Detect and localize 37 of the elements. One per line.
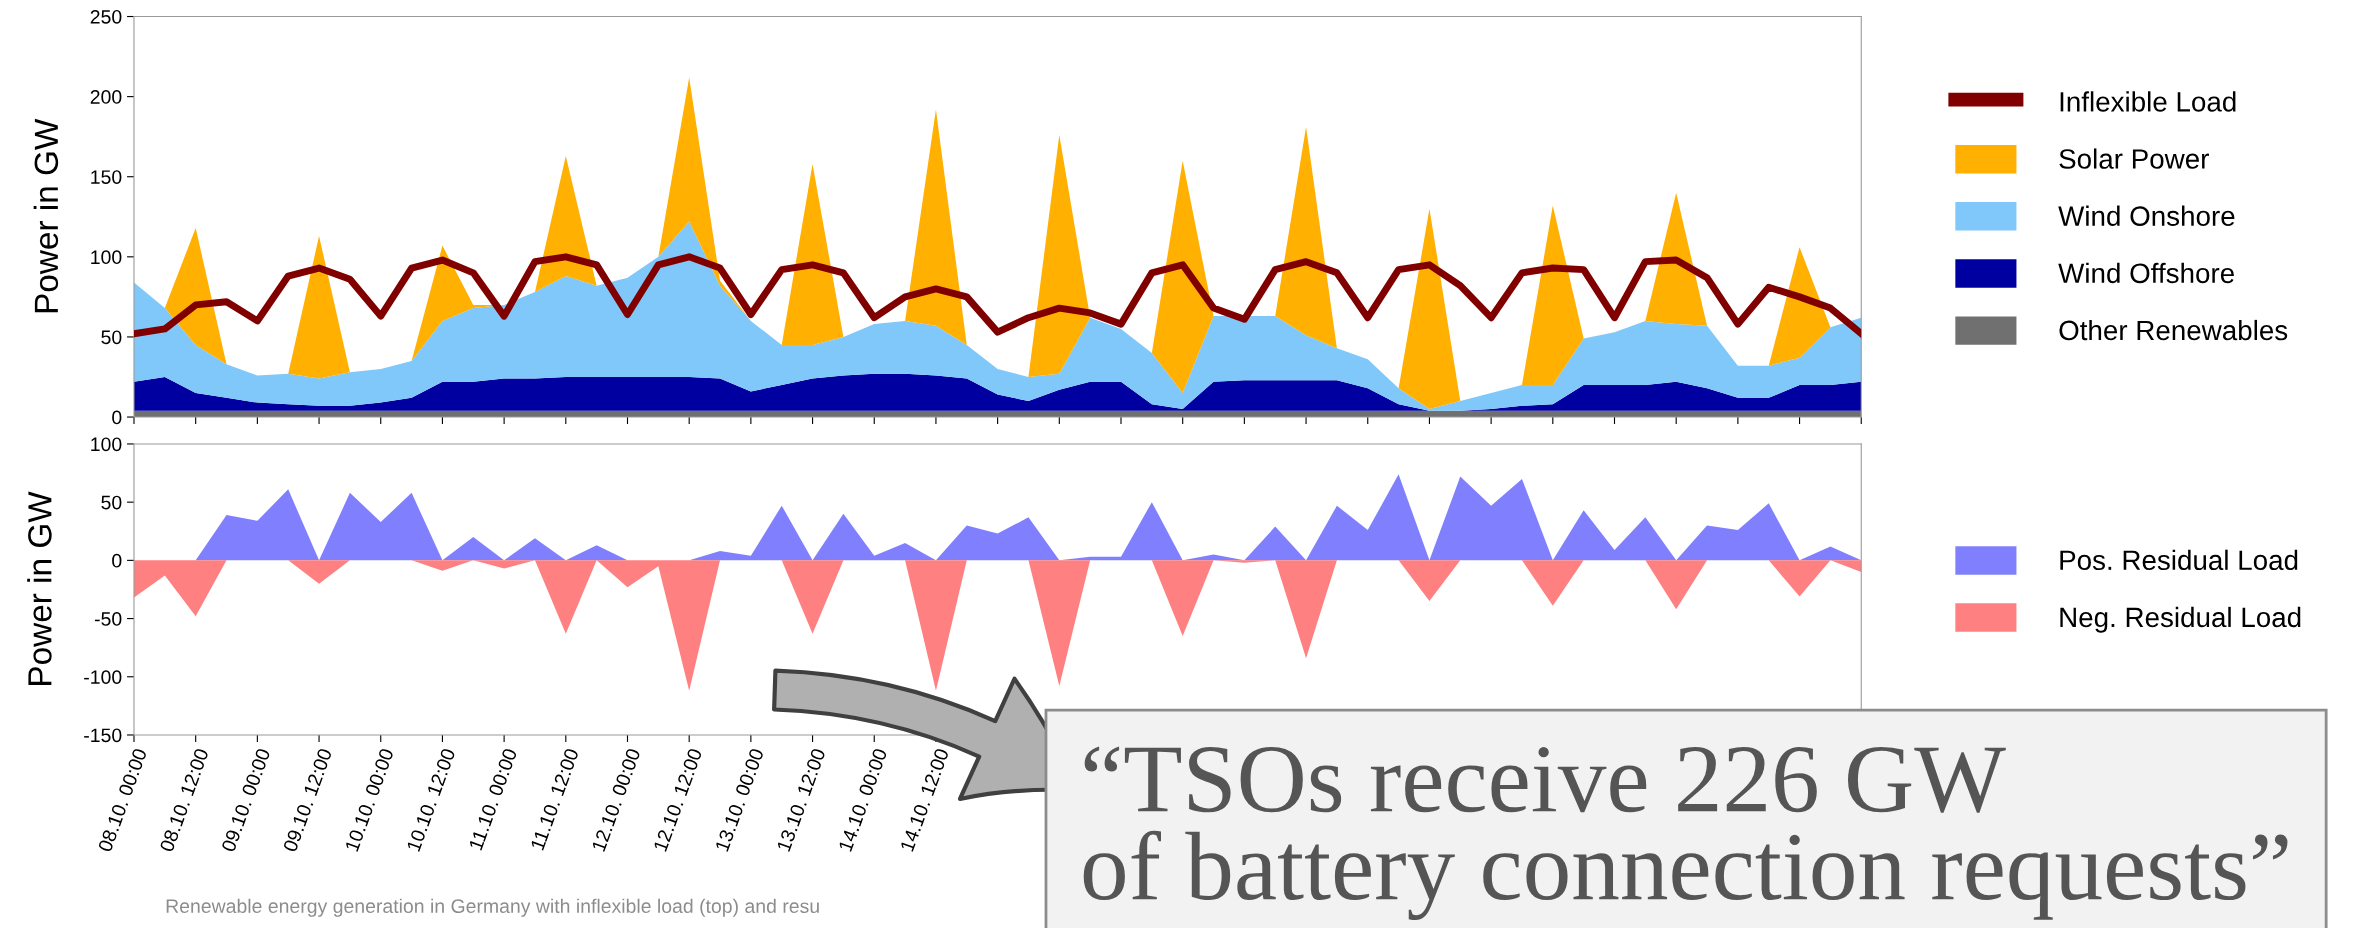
legend-label: Wind Offshore	[2058, 262, 2234, 284]
y-tick-label: 0	[112, 410, 122, 425]
x-tick-label: 10.10. 12:00	[406, 747, 456, 852]
y-tick-label: 50	[101, 330, 122, 345]
y-tick-label: 100	[91, 437, 122, 452]
legend-label: Solar Power	[2059, 148, 2209, 169]
legend-label: Pos. Residual Load	[2060, 549, 2298, 571]
x-tick-label: 08.10. 12:00	[159, 747, 209, 853]
y-tick-label: 200	[90, 90, 122, 104]
x-tick-label: 13.10. 12:00	[776, 747, 826, 852]
y-tick-label: -150	[84, 728, 122, 743]
x-tick-label: 14.10. 00:00	[838, 747, 888, 852]
y-axis-title: Power in GW	[33, 118, 59, 313]
x-tick-label: 11.10. 00:00	[468, 747, 518, 851]
legend-label: Inflexible Load	[2060, 91, 2236, 112]
y-axis-title: Power in GW	[27, 491, 52, 685]
y-tick-label: 50	[101, 495, 122, 510]
y-tick-label: 250	[90, 9, 122, 24]
y-tick-label: 100	[91, 250, 122, 265]
x-tick-label: 11.10. 12:00	[530, 747, 579, 851]
legend-label: Other Renewables	[2059, 319, 2288, 341]
x-tick-label: 14.10. 12:00	[899, 747, 950, 852]
y-tick-label: -100	[84, 670, 122, 685]
x-tick-label: 09.10. 00:00	[221, 747, 271, 853]
y-tick-label: 0	[112, 553, 122, 568]
x-tick-label: 09.10. 12:00	[282, 747, 333, 853]
y-tick-label: 150	[91, 170, 122, 184]
legend-label: Wind Onshore	[2058, 205, 2235, 226]
text: “TSOs receive 226 GW of battery connection requests”	[1083, 746, 2288, 921]
x-tick-label: 12.10. 00:00	[591, 747, 641, 852]
y-tick-label: -50	[94, 612, 122, 626]
x-tick-label: 12.10. 12:00	[653, 747, 703, 852]
x-tick-label: 08.10. 00:00	[97, 747, 148, 853]
x-tick-label: 13.10. 00:00	[714, 747, 765, 852]
x-tick-label: 10.10. 00:00	[344, 747, 394, 852]
text: Renewable energy generation in Germany with inflexible load (top) and resu	[166, 898, 819, 917]
legend-label: Neg. Residual Load	[2060, 606, 2301, 633]
